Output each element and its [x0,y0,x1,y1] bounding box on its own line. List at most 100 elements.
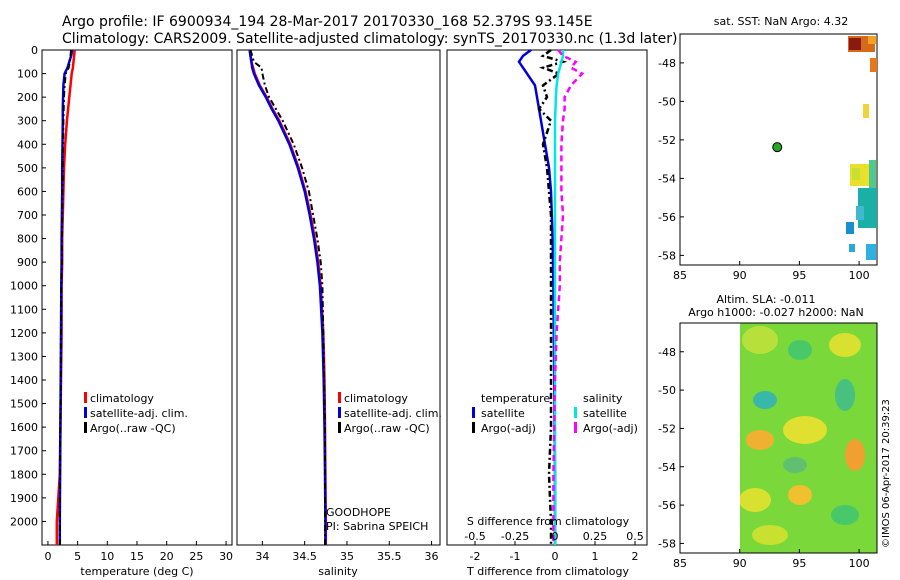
x-tick-label: 0 [44,550,51,563]
depth-tick-label: 1900 [10,492,38,505]
legend-satellite-label: satellite-adj. clim. [344,407,442,420]
difference-xlabel: T difference from climatology [466,565,629,578]
sst-patch [856,206,864,220]
x-tick-label: 20 [160,550,174,563]
difference-plot-frame [446,49,648,546]
top-tick-label: 0 [552,530,559,543]
sst-patch [863,104,869,118]
depth-tick-label: 200 [17,91,38,104]
depth-tick-label: 1700 [10,445,38,458]
sst-map-title: sat. SST: NaN Argo: 4.32 [714,15,848,28]
depth-tick-label: 700 [17,209,38,222]
x-tick-label: 5 [74,550,81,563]
legend-climatology-swatch [338,392,341,403]
top-tick-label: 0.25 [583,530,608,543]
top-tick-label: -0.25 [501,530,529,543]
x-tick-label: 1 [592,550,599,563]
sal-argo-line [552,49,585,545]
legend-sal-satellite-label: satellite [583,407,627,420]
x-tick-label: 34.5 [292,550,317,563]
sst-patch [868,36,876,44]
depth-tick-label: 0 [31,44,38,57]
x-tick-label: 2 [632,550,639,563]
map-x-tick-label: 100 [849,557,870,570]
sst-patch [849,244,855,252]
argo-position-marker [772,142,783,153]
sst-patch [866,244,876,260]
argo-line [249,49,326,545]
argo-line [58,49,73,545]
difference-top-xlabel: S difference from climatology [467,515,630,528]
map-y-tick-label: -48 [658,57,676,70]
sla-anomaly [783,416,827,444]
x-tick-label: 10 [100,550,114,563]
top-tick-label: -0.5 [464,530,485,543]
salinity-xlabel: salinity [318,565,358,578]
map-x-tick-label: 95 [792,269,806,282]
x-tick-label: 15 [130,550,144,563]
x-tick-label: 35.5 [377,550,402,563]
depth-tick-label: 800 [17,233,38,246]
x-tick-label: -2 [470,550,481,563]
map-x-tick-label: 85 [673,269,687,282]
sla-anomaly [845,439,865,471]
depth-tick-label: 500 [17,162,38,175]
depth-tick-label: 2000 [10,515,38,528]
pi-annotation: PI: Sabrina SPEICH [326,520,428,533]
depth-tick-label: 1400 [10,374,38,387]
depth-tick-label: 100 [17,68,38,81]
figure-title-line2: Climatology: CARS2009. Satellite-adjuste… [62,31,677,47]
map-y-tick-label: -52 [658,134,676,147]
map-x-tick-label: 95 [792,557,806,570]
map-x-tick-label: 90 [733,269,747,282]
difference-panel: -2 -1 0 1 2 S difference from climatology -0… [446,48,648,578]
sal-satellite-line [553,50,565,545]
x-tick-label: 34 [255,550,269,563]
sla-map-title-line1: Altim. SLA: -0.011 [716,293,815,306]
x-tick-label: -1 [510,550,521,563]
x-tick-label: 25 [189,550,203,563]
sla-map-border [679,322,878,554]
satellite-line [248,49,327,545]
temperature-xlabel: temperature (deg C) [80,565,193,578]
top-tick-label: 0.5 [626,530,644,543]
sla-anomaly [783,457,807,473]
x-tick-label: 35 [340,550,354,563]
legend-temperature-header: temperature [481,392,550,405]
salinity-plot-frame [236,49,441,546]
depth-tick-label: 1300 [10,350,38,363]
legend-argo-swatch [84,422,87,433]
sst-patches [846,36,877,260]
imos-credit: ©IMOS 06-Apr-2017 20:39:23 [881,399,892,548]
legend-climatology-label: climatology [344,392,408,405]
difference-legend: temperature salinity satellite satellite… [472,392,638,435]
climatology-line [248,49,328,545]
legend-sal-satellite-swatch [574,407,577,418]
temperature-panel: 0100200300400500600700800900100011001200… [10,44,233,578]
depth-tick-label: 1100 [10,303,38,316]
figure-title-line1: Argo profile: IF 6900934_194 28-Mar-2017… [62,14,593,30]
sla-anomaly [742,326,778,354]
map-y-tick-label: -54 [658,172,676,185]
map-x-tick-label: 85 [673,557,687,570]
depth-tick-label: 1600 [10,421,38,434]
legend-climatology-swatch [84,392,87,403]
sla-anomaly [746,430,774,450]
map-y-tick-label: -48 [658,346,676,359]
temp-argo-line [537,48,568,545]
sla-anomaly [835,379,855,411]
sst-patch [849,38,861,50]
legend-temp-satellite-label: satellite [481,407,525,420]
salinity-legend: climatology satellite-adj. clim. Argo(..… [338,392,442,435]
map-y-tick-label: -58 [658,249,676,262]
temperature-legend: climatology satellite-adj. clim. Argo(..… [84,392,188,435]
map-y-tick-label: -50 [658,95,676,108]
sst-patch [870,58,877,72]
sst-map-panel: sat. SST: NaN Argo: 4.32 85 90 95 100 -48 -50… [658,15,878,282]
depth-tick-label: 900 [17,256,38,269]
legend-sal-argo-swatch [574,422,577,433]
map-y-tick-label: -52 [658,422,676,435]
depth-tick-label: 1800 [10,468,38,481]
legend-sal-argo-label: Argo(-adj) [583,422,638,435]
map-y-tick-label: -56 [658,499,676,512]
